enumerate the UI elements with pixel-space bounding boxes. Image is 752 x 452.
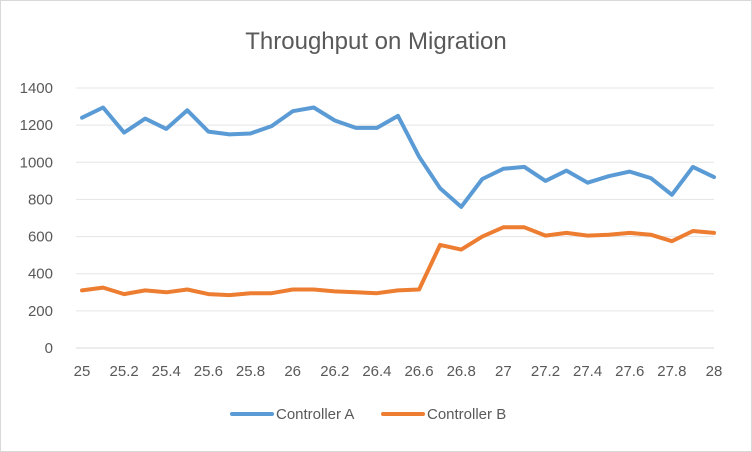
legend-label: Controller B [427, 406, 506, 423]
y-tick-label: 600 [28, 229, 53, 246]
x-tick-label: 27 [495, 363, 512, 380]
y-tick-label: 1000 [20, 154, 53, 171]
series-line-controller-a [80, 105, 716, 209]
x-tick-label: 26.2 [320, 363, 349, 380]
y-tick-label: 0 [45, 340, 53, 357]
x-tick-label: 25.6 [194, 363, 223, 380]
x-tick-label: 27.2 [531, 363, 560, 380]
x-tick-label: 25.2 [110, 363, 139, 380]
x-tick-label: 25 [74, 363, 91, 380]
x-tick-label: 26.8 [447, 363, 476, 380]
x-tick-label: 28 [706, 363, 723, 380]
x-tick-label: 27.4 [573, 363, 602, 380]
gridlines [76, 87, 714, 349]
y-tick-label: 1400 [20, 80, 53, 97]
x-tick-label: 27.6 [615, 363, 644, 380]
y-tick-label: 400 [28, 266, 53, 283]
x-tick-label: 25.8 [236, 363, 265, 380]
y-axis-tick-labels: 0 200 400 600 800 1000 1200 1400 [20, 80, 53, 357]
legend: Controller A Controller B [230, 406, 506, 423]
y-tick-label: 200 [28, 303, 53, 320]
chart-title: Throughput on Migration [245, 28, 507, 55]
x-tick-label: 26.6 [404, 363, 433, 380]
y-tick-label: 1200 [20, 117, 53, 134]
y-tick-label: 800 [28, 191, 53, 208]
legend-label: Controller A [276, 406, 354, 423]
x-tick-label: 25.4 [152, 363, 181, 380]
x-tick-label: 26 [284, 363, 301, 380]
x-tick-label: 26.4 [362, 363, 391, 380]
series-lines [80, 105, 716, 298]
series-line-controller-b [80, 225, 716, 298]
x-tick-label: 27.8 [657, 363, 686, 380]
x-axis-tick-labels: 25 25.2 25.4 25.6 25.8 26 26.2 26.4 26.6 26.8 27 27… [74, 363, 723, 380]
